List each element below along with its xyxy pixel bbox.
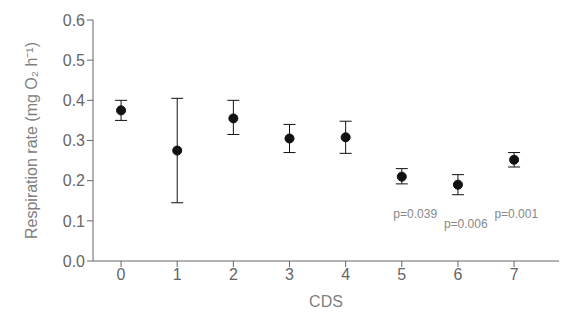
svg-text:0.0: 0.0 — [63, 253, 85, 270]
svg-text:1: 1 — [173, 266, 182, 283]
svg-text:0.3: 0.3 — [63, 132, 85, 149]
svg-text:0.1: 0.1 — [63, 213, 85, 230]
svg-text:3: 3 — [285, 266, 294, 283]
svg-text:CDS: CDS — [309, 293, 343, 310]
svg-text:0.2: 0.2 — [63, 172, 85, 189]
svg-text:2: 2 — [229, 266, 238, 283]
svg-text:p=0.006: p=0.006 — [444, 217, 488, 231]
svg-text:0.5: 0.5 — [63, 52, 85, 69]
svg-text:6: 6 — [453, 266, 462, 283]
svg-text:p=0.039: p=0.039 — [393, 207, 437, 221]
svg-text:Respiration rate (mg O₂ h⁻¹): Respiration rate (mg O₂ h⁻¹) — [23, 42, 40, 239]
svg-text:7: 7 — [510, 266, 519, 283]
svg-text:0.4: 0.4 — [63, 92, 85, 109]
svg-text:5: 5 — [397, 266, 406, 283]
svg-text:0: 0 — [117, 266, 126, 283]
svg-text:0.6: 0.6 — [63, 12, 85, 29]
svg-text:4: 4 — [341, 266, 350, 283]
svg-text:p=0.001: p=0.001 — [494, 207, 538, 221]
